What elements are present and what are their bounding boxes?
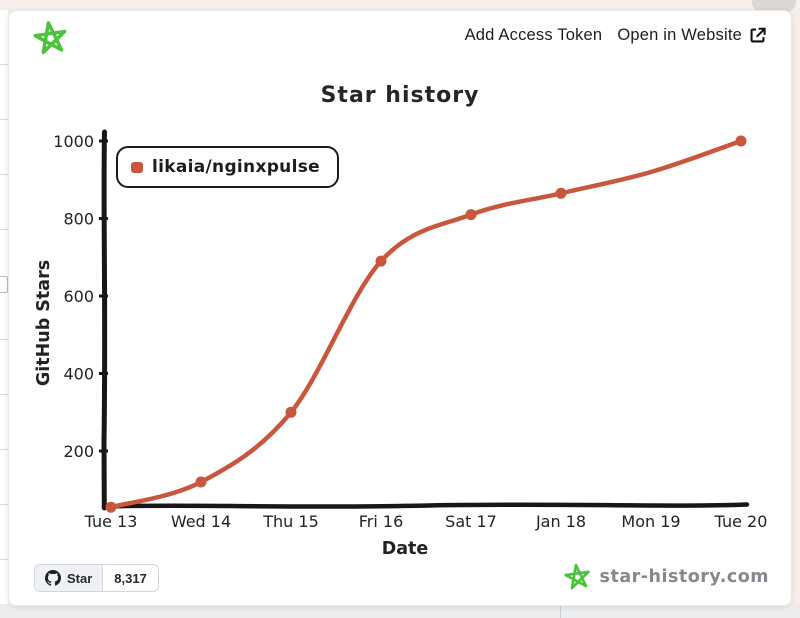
svg-text:Sat 17: Sat 17 bbox=[445, 512, 497, 531]
add-access-token-link[interactable]: Add Access Token bbox=[465, 26, 603, 45]
external-link-icon bbox=[750, 27, 766, 43]
github-star-button[interactable]: Star bbox=[35, 565, 104, 591]
background-grid-line bbox=[560, 604, 561, 618]
legend-series-label: likaia/nginxpulse bbox=[152, 157, 320, 177]
svg-text:Thu 15: Thu 15 bbox=[262, 512, 319, 531]
github-icon bbox=[45, 570, 61, 586]
github-star-label: Star bbox=[67, 570, 93, 586]
background-spreadsheet-strip bbox=[0, 10, 8, 618]
star-history-logo-small-icon bbox=[563, 563, 590, 590]
brand-text: star-history.com bbox=[599, 566, 769, 587]
svg-text:Tue 20: Tue 20 bbox=[714, 512, 768, 531]
svg-text:Fri 16: Fri 16 bbox=[359, 512, 404, 531]
legend-series-marker bbox=[131, 161, 143, 173]
background-scroll-blob bbox=[752, 0, 796, 12]
background-bottom-strip bbox=[0, 604, 800, 618]
chart-title: Star history bbox=[320, 83, 480, 108]
chart-card: Add Access Token Open in Website Star hi… bbox=[8, 10, 792, 606]
star-history-chart: 200 400 600 800 1000 Tue 13 Wed 14 Thu 15 Fri 16… bbox=[34, 129, 768, 559]
add-access-token-label: Add Access Token bbox=[464, 26, 603, 44]
svg-text:600: 600 bbox=[63, 287, 94, 306]
github-star-widget: Star 8,317 bbox=[34, 564, 159, 592]
svg-text:800: 800 bbox=[63, 210, 94, 229]
svg-text:Jan 18: Jan 18 bbox=[535, 512, 586, 531]
svg-text:200: 200 bbox=[63, 442, 94, 461]
github-star-count[interactable]: 8,317 bbox=[103, 565, 158, 591]
star-history-logo-icon[interactable] bbox=[33, 20, 68, 55]
brand-link[interactable]: star-history.com bbox=[563, 563, 769, 590]
svg-text:Mon 19: Mon 19 bbox=[621, 512, 680, 531]
svg-text:Date: Date bbox=[382, 539, 429, 559]
svg-text:GitHub Stars: GitHub Stars bbox=[34, 260, 54, 386]
svg-text:400: 400 bbox=[63, 365, 94, 384]
background-cell-icon bbox=[0, 276, 8, 293]
open-in-website-link[interactable]: Open in Website bbox=[617, 26, 767, 45]
svg-text:Tue 13: Tue 13 bbox=[84, 512, 138, 531]
svg-text:1000: 1000 bbox=[53, 132, 94, 151]
chart-legend: likaia/nginxpulse bbox=[116, 146, 339, 188]
open-in-website-label: Open in Website bbox=[617, 26, 742, 44]
header-links: Add Access Token Open in Website bbox=[465, 26, 767, 45]
svg-text:Wed 14: Wed 14 bbox=[171, 512, 231, 531]
